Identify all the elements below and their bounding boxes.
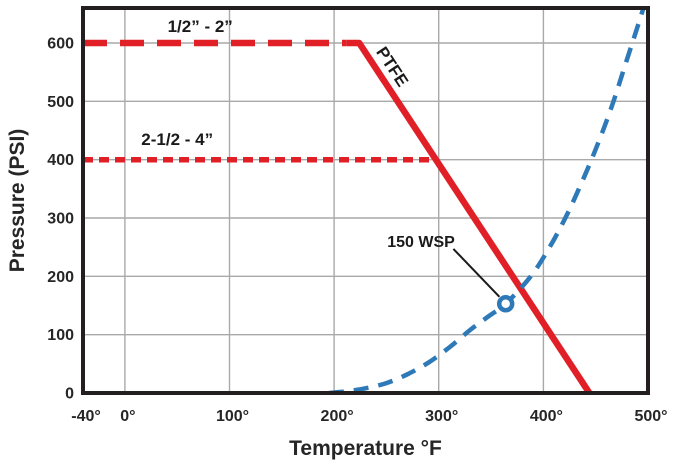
wsp-leader-line bbox=[452, 248, 501, 298]
y-tick-label: 0 bbox=[65, 386, 74, 403]
y-tick-label: 300 bbox=[47, 211, 74, 228]
y-axis-title: Pressure (PSI) bbox=[6, 129, 29, 273]
x-axis-title: Temperature °F bbox=[289, 437, 442, 460]
label-rating-half-to-2in: 1/2” - 2” bbox=[168, 17, 233, 36]
y-tick-label: 400 bbox=[47, 152, 74, 169]
label-rating-2half-to-4in: 2-1/2 - 4” bbox=[141, 130, 213, 149]
series-group bbox=[83, 8, 646, 394]
x-tick-label: -40° bbox=[71, 408, 101, 425]
saturated-steam-curve-line bbox=[328, 8, 646, 394]
plot-frame bbox=[81, 6, 650, 395]
label-150-wsp: 150 WSP bbox=[387, 234, 455, 251]
y-tick-label: 500 bbox=[47, 94, 74, 111]
ptfe-limit-line bbox=[346, 39, 593, 394]
x-tick-label: 500° bbox=[634, 408, 667, 425]
wsp-150-marker bbox=[496, 295, 515, 313]
x-tick-label: 300° bbox=[425, 408, 458, 425]
y-tick-label: 600 bbox=[47, 36, 74, 53]
x-tick-label: 0° bbox=[120, 408, 135, 425]
y-tick-label: 100 bbox=[47, 327, 74, 344]
x-tick-label: 400° bbox=[530, 408, 563, 425]
x-tick-label: 100° bbox=[216, 408, 249, 425]
x-tick-label: 200° bbox=[321, 408, 354, 425]
y-tick-label: 200 bbox=[47, 269, 74, 286]
